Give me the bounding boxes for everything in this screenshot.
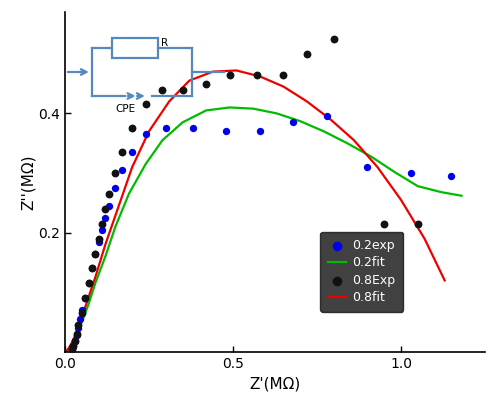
Legend: 0.2exp, 0.2fit, 0.8Exp, 0.8fit: 0.2exp, 0.2fit, 0.8Exp, 0.8fit xyxy=(320,232,403,312)
Point xyxy=(448,173,456,179)
Point xyxy=(76,316,84,322)
Point xyxy=(102,206,110,212)
Point xyxy=(118,149,126,155)
Point xyxy=(91,250,99,257)
Point xyxy=(380,220,388,227)
Point xyxy=(71,338,79,344)
Point xyxy=(94,238,102,245)
Point xyxy=(128,125,136,132)
Point xyxy=(98,226,106,233)
Point xyxy=(323,113,331,120)
Point xyxy=(407,170,415,176)
Point xyxy=(88,265,96,272)
Point xyxy=(414,220,422,227)
Point xyxy=(202,80,210,87)
Point xyxy=(226,72,234,78)
Point xyxy=(303,50,311,57)
Point xyxy=(68,346,76,352)
Point xyxy=(290,119,298,126)
Point xyxy=(102,214,110,221)
Point xyxy=(112,185,120,191)
Point xyxy=(68,346,76,352)
Bar xyxy=(112,38,158,58)
Point xyxy=(142,131,150,138)
Text: R: R xyxy=(161,38,168,48)
Point xyxy=(98,220,106,227)
Point xyxy=(73,332,81,338)
Point xyxy=(78,310,86,316)
Point xyxy=(74,325,82,331)
Point xyxy=(178,86,186,93)
Point xyxy=(118,167,126,173)
Point xyxy=(364,164,372,170)
Y-axis label: Z''(MΩ): Z''(MΩ) xyxy=(20,154,36,210)
Point xyxy=(88,265,96,272)
Point xyxy=(70,343,78,349)
Point xyxy=(78,307,86,314)
Point xyxy=(94,236,102,242)
Point xyxy=(71,338,79,344)
Point xyxy=(70,343,78,349)
X-axis label: Z'(MΩ): Z'(MΩ) xyxy=(250,376,300,392)
Point xyxy=(84,280,92,287)
Point xyxy=(162,125,170,132)
Point xyxy=(73,331,81,337)
Point xyxy=(104,203,112,209)
Text: CPE: CPE xyxy=(116,104,136,114)
Point xyxy=(91,250,99,257)
Point xyxy=(128,149,136,155)
Point xyxy=(252,72,260,78)
Point xyxy=(280,72,287,78)
Point xyxy=(158,86,166,93)
Point xyxy=(104,191,112,197)
Point xyxy=(330,36,338,42)
Point xyxy=(142,101,150,108)
Point xyxy=(74,322,82,328)
Point xyxy=(222,128,230,134)
Point xyxy=(188,125,196,132)
Point xyxy=(81,295,89,302)
Point xyxy=(256,128,264,134)
Point xyxy=(112,170,120,176)
Point xyxy=(84,280,92,287)
Point xyxy=(81,295,89,302)
